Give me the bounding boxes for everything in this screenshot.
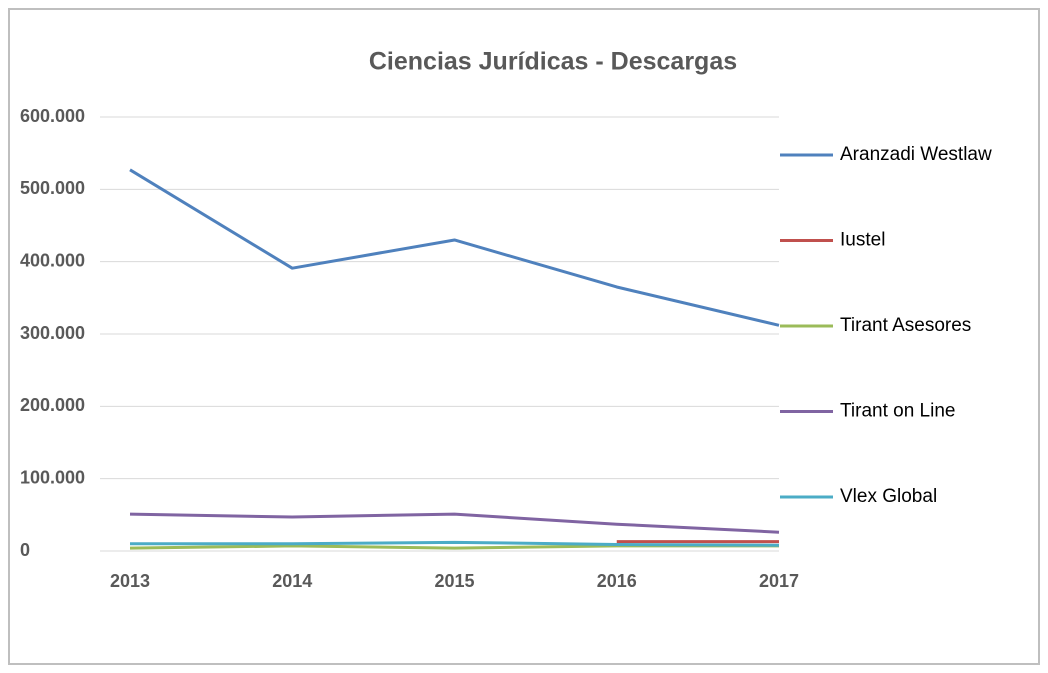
legend-label: Aranzadi Westlaw [840,144,992,165]
chart-border [8,8,1040,665]
legend-label: Vlex Global [840,486,937,507]
y-tick-label: 300.000 [20,323,85,343]
x-tick-label: 2016 [597,571,637,591]
x-tick-label: 2014 [272,571,312,591]
legend-label: Tirant on Line [840,401,955,422]
chart-title: Ciencias Jurídicas - Descargas [369,48,737,76]
y-tick-label: 500.000 [20,178,85,198]
y-tick-label: 400.000 [20,250,85,270]
y-tick-label: 600.000 [20,106,85,126]
y-tick-label: 200.000 [20,395,85,415]
y-tick-label: 100.000 [20,467,85,487]
legend-label: Tirant Asesores [840,315,971,336]
x-tick-label: 2013 [110,571,150,591]
x-tick-label: 2015 [434,571,474,591]
series-line [129,512,780,534]
legend-label: Iustel [840,230,885,251]
series-line [129,168,780,327]
y-tick-label: 0 [20,540,30,560]
x-tick-label: 2017 [759,571,799,591]
series-line [130,540,780,547]
